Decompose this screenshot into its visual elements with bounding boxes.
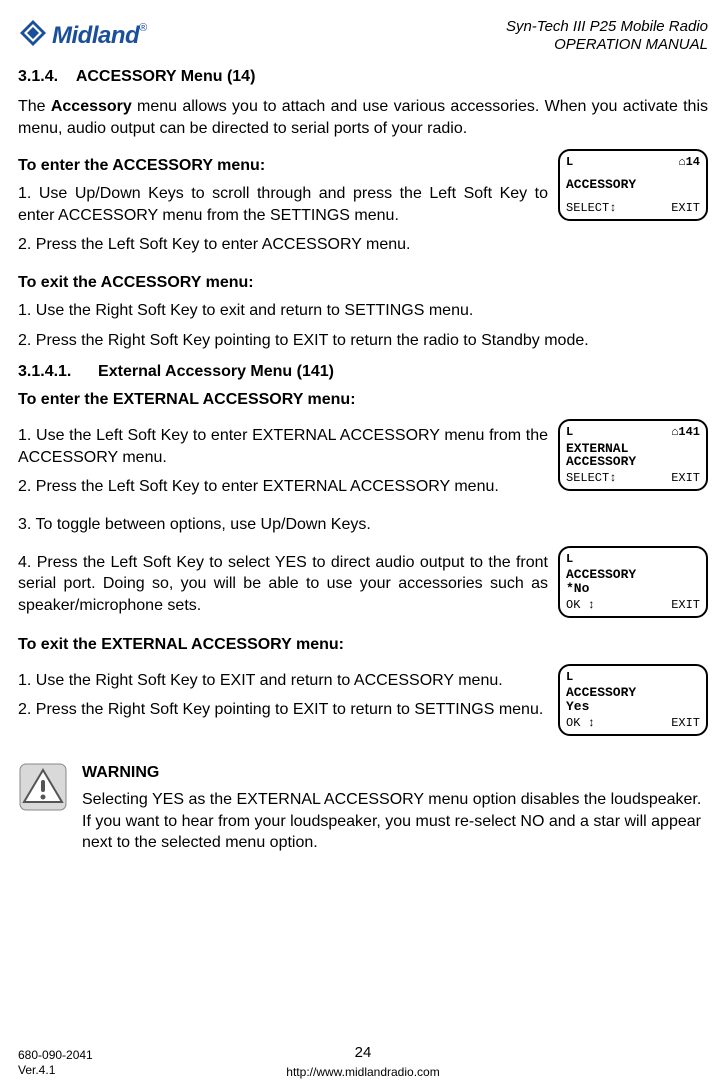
manual-title: OPERATION MANUAL bbox=[506, 36, 708, 54]
warning-body: Selecting YES as the EXTERNAL ACCESSORY … bbox=[82, 789, 708, 854]
warning-icon bbox=[18, 762, 68, 817]
exit-accessory-head: To exit the ACCESSORY menu: bbox=[18, 274, 708, 292]
version: Ver.4.1 bbox=[18, 1063, 93, 1079]
page-header: Midland® Syn-Tech III P25 Mobile Radio O… bbox=[18, 18, 708, 54]
intro-paragraph: The Accessory menu allows you to attach … bbox=[18, 96, 708, 139]
section-heading-314: 3.1.4. ACCESSORY Menu (14) bbox=[18, 68, 708, 86]
page-footer: 680-090-2041 Ver.4.1 24 http://www.midla… bbox=[18, 1044, 708, 1079]
enter-ext-head: To enter the EXTERNAL ACCESSORY menu: bbox=[18, 391, 708, 409]
doc-number: 680-090-2041 bbox=[18, 1048, 93, 1064]
lcd-screen-accessory: L⌂14 ACCESSORY SELECT↕EXIT bbox=[558, 149, 708, 221]
section-heading-3141: 3.1.4.1. External Accessory Menu (141) bbox=[18, 363, 708, 381]
warning-block: WARNING Selecting YES as the EXTERNAL AC… bbox=[18, 762, 708, 854]
doc-title-block: Syn-Tech III P25 Mobile Radio OPERATION … bbox=[506, 18, 708, 54]
exit-ext-head: To exit the EXTERNAL ACCESSORY menu: bbox=[18, 636, 708, 654]
product-name: Syn-Tech III P25 Mobile Radio bbox=[506, 18, 708, 36]
footer-url: http://www.midlandradio.com bbox=[18, 1065, 708, 1079]
brand-logo: Midland® bbox=[18, 18, 147, 53]
lcd-screen-yes: L ACCESSORY Yes OK ↕EXIT bbox=[558, 664, 708, 736]
ext-step-3: 3. To toggle between options, use Up/Dow… bbox=[18, 514, 708, 536]
lcd-screen-no: L ACCESSORY *No OK ↕EXIT bbox=[558, 546, 708, 618]
lcd-screen-external: L⌂141 EXTERNALACCESSORY SELECT↕EXIT bbox=[558, 419, 708, 491]
page-number: 24 bbox=[18, 1044, 708, 1061]
warning-title: WARNING bbox=[82, 762, 708, 784]
diamond-icon bbox=[18, 18, 48, 53]
exit-step-1: 1. Use the Right Soft Key to exit and re… bbox=[18, 300, 708, 322]
enter-step-2: 2. Press the Left Soft Key to enter ACCE… bbox=[18, 234, 708, 256]
exit-step-2: 2. Press the Right Soft Key pointing to … bbox=[18, 330, 708, 352]
brand-name: Midland® bbox=[52, 22, 147, 50]
